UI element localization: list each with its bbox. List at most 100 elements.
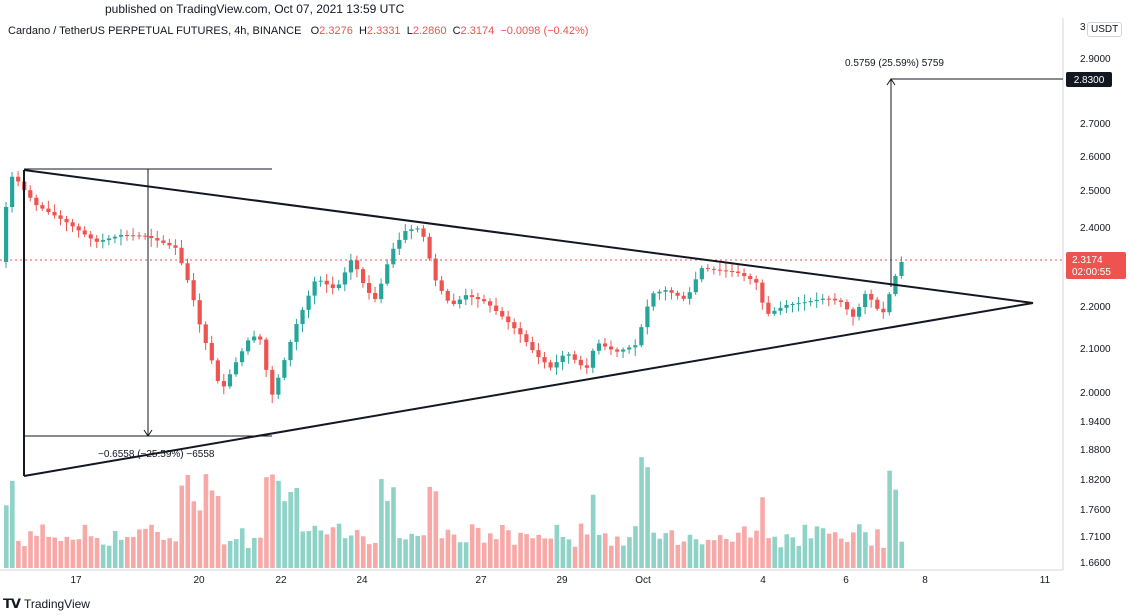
candle-body xyxy=(863,293,868,308)
volume-bar xyxy=(40,524,45,568)
candle-body xyxy=(288,341,293,361)
volume-bar xyxy=(373,542,378,568)
volume-bar xyxy=(530,538,535,568)
candle-body xyxy=(578,359,583,366)
candle-body xyxy=(748,276,753,280)
candle-body xyxy=(899,262,904,276)
volume-bar xyxy=(403,539,408,568)
candle-body xyxy=(125,235,130,237)
measure-up-label: 0.5759 (25.59%) 5759 xyxy=(845,58,944,69)
volume-bar xyxy=(548,538,554,568)
candle-body xyxy=(312,281,317,296)
candle-body xyxy=(246,340,251,352)
volume-bar xyxy=(100,544,106,568)
x-tick-label: 11 xyxy=(1040,575,1051,586)
y-tick-label: 2.1000 xyxy=(1080,344,1111,355)
candle-body xyxy=(318,280,323,282)
candle-body xyxy=(203,324,208,344)
volume-bar xyxy=(578,523,584,568)
volume-bar xyxy=(590,494,596,568)
volume-bar xyxy=(155,531,160,568)
candle-body xyxy=(276,377,281,395)
x-tick-label: 22 xyxy=(275,575,287,586)
y-tick-label: 1.9400 xyxy=(1080,417,1111,428)
volume-bar xyxy=(427,486,433,568)
volume-bar xyxy=(851,532,856,568)
volume-bar xyxy=(82,524,88,568)
candle-body xyxy=(88,234,93,239)
volume-bar xyxy=(246,547,251,568)
candle-body xyxy=(881,308,886,313)
candle-body xyxy=(354,260,360,270)
volume-bar xyxy=(857,524,862,568)
volume-bar xyxy=(506,530,511,568)
candle-body xyxy=(282,360,287,378)
candle-body xyxy=(149,235,154,239)
candle-body xyxy=(94,238,99,242)
candle-body xyxy=(52,211,57,216)
volume-bar xyxy=(312,525,318,568)
symmetrical-triangle-drawing[interactable] xyxy=(23,169,1034,477)
volume-bar xyxy=(481,542,487,568)
tradingview-logo-text: TradingView xyxy=(23,597,90,611)
candle-body xyxy=(463,295,468,300)
candle-body xyxy=(494,305,499,312)
candle-body xyxy=(10,176,15,207)
volume-bar xyxy=(179,485,185,568)
candle-body xyxy=(506,316,511,323)
measure-up-drawing[interactable] xyxy=(886,78,1063,287)
candle-body xyxy=(112,236,118,239)
volume-bar xyxy=(627,537,632,568)
candle-body xyxy=(270,369,275,395)
volume-bar xyxy=(657,538,662,568)
volume-bar xyxy=(602,533,608,568)
volume-bar xyxy=(494,539,499,568)
symbol-legend: Cardano / TetherUS PERPETUAL FUTURES, 4h… xyxy=(8,25,588,37)
candle-body xyxy=(58,215,63,219)
open-label: O xyxy=(310,25,320,37)
y-tick-label: 1.8200 xyxy=(1080,475,1111,486)
candle-body xyxy=(838,300,844,302)
volume-bar xyxy=(748,537,753,568)
volume-bar xyxy=(409,533,414,568)
volume-bar xyxy=(330,527,336,568)
candle-body xyxy=(717,269,723,271)
y-tick-label: 2.7000 xyxy=(1080,119,1111,130)
candle-body xyxy=(512,322,517,329)
measure-down-drawing[interactable] xyxy=(24,168,272,437)
candlesticks xyxy=(4,171,904,404)
candle-body xyxy=(602,343,608,347)
candle-body xyxy=(609,346,614,350)
x-tick-label: 4 xyxy=(760,575,766,586)
volume-bar xyxy=(512,544,517,568)
high-value: 2.3331 xyxy=(366,25,401,37)
time-axis: 17 20 22 24 27 29 Oct 4 6 8 11 xyxy=(70,575,1050,586)
candle-body xyxy=(500,311,505,317)
currency-unit-button[interactable]: USDT xyxy=(1087,22,1123,37)
candle-body xyxy=(621,349,626,352)
volume-bar xyxy=(167,538,172,568)
volume-bar xyxy=(385,500,390,568)
x-tick-label: 17 xyxy=(70,575,82,586)
volume-bar xyxy=(106,545,112,568)
volume-bar xyxy=(717,535,723,568)
volume-bar xyxy=(324,534,330,568)
volume-bar xyxy=(203,474,209,568)
volume-bar xyxy=(288,491,293,568)
candle-body xyxy=(469,295,475,298)
candle-body xyxy=(100,240,105,242)
volume-bar xyxy=(264,477,269,568)
candle-body xyxy=(379,283,384,300)
volume-bar xyxy=(88,536,94,568)
tradingview-logo[interactable]: 𝗧𝗩 TradingView xyxy=(3,596,90,612)
candle-body xyxy=(633,345,638,348)
candle-body xyxy=(330,284,335,289)
volume-bar xyxy=(500,524,505,568)
volume-bar xyxy=(742,526,747,568)
price-axis: 2.90002.70002.60002.50002.40002.30002.20… xyxy=(1080,54,1111,569)
volume-bar xyxy=(766,538,771,568)
volume-bar xyxy=(258,537,263,568)
candle-body xyxy=(742,273,747,277)
candle-body xyxy=(179,247,184,264)
